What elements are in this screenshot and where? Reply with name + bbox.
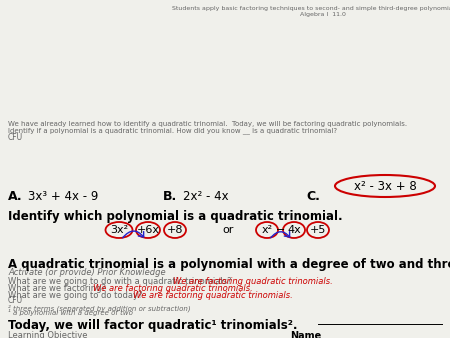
Text: What are we factoring?: What are we factoring?	[8, 284, 106, 293]
Text: What are we going to do today?: What are we going to do today?	[8, 290, 143, 299]
Text: Today, we will factor quadratic¹ trinomials².: Today, we will factor quadratic¹ trinomi…	[8, 319, 297, 332]
Text: 3x³ + 4x - 9: 3x³ + 4x - 9	[28, 190, 99, 203]
Text: x²: x²	[261, 225, 273, 235]
Text: Identify which polynomial is a quadratic trinomial.: Identify which polynomial is a quadratic…	[8, 210, 342, 223]
Text: 2x² - 4x: 2x² - 4x	[183, 190, 229, 203]
Text: We are factoring quadratic trinomials.: We are factoring quadratic trinomials.	[173, 277, 333, 287]
Text: +6x: +6x	[136, 225, 159, 235]
Text: −: −	[276, 225, 286, 235]
Text: 4x: 4x	[287, 225, 301, 235]
Text: or: or	[222, 225, 234, 235]
Text: We are factoring quadratic trinomials.: We are factoring quadratic trinomials.	[93, 284, 253, 293]
Text: C.: C.	[306, 190, 320, 203]
Text: +5: +5	[310, 225, 326, 235]
Text: Activate (or provide) Prior Knowledge: Activate (or provide) Prior Knowledge	[8, 268, 166, 277]
Text: 3x²: 3x²	[110, 225, 128, 235]
Text: CFU: CFU	[8, 296, 23, 305]
Text: CFU: CFU	[8, 133, 23, 142]
Text: x² - 3x + 8: x² - 3x + 8	[354, 179, 416, 193]
Text: +8: +8	[167, 225, 183, 235]
Text: What are we going to do with a quadratic trinomials?: What are we going to do with a quadratic…	[8, 277, 232, 287]
Text: We are factoring quadratic trinomials.: We are factoring quadratic trinomials.	[133, 290, 293, 299]
Text: Name: Name	[290, 331, 321, 338]
Text: A.: A.	[8, 190, 22, 203]
Text: Algebra I  11.0: Algebra I 11.0	[300, 12, 346, 17]
Text: ¹ a polynomial with a degree of two: ¹ a polynomial with a degree of two	[8, 309, 133, 316]
Text: We have already learned how to identify a quadratic trinomial.  Today, we will b: We have already learned how to identify …	[8, 121, 407, 127]
Text: A quadratic trinomial is a polynomial with a degree of two and three terms.: A quadratic trinomial is a polynomial wi…	[8, 258, 450, 271]
Text: ² three terms (separated by addition or subtraction): ² three terms (separated by addition or …	[8, 304, 191, 312]
Text: B.: B.	[163, 190, 177, 203]
Text: Students apply basic factoring techniques to second- and simple third-degree pol: Students apply basic factoring technique…	[172, 6, 450, 11]
Text: Identify if a polynomial is a quadratic trinomial. How did you know __ is a quad: Identify if a polynomial is a quadratic …	[8, 127, 337, 134]
Text: Learning Objective: Learning Objective	[8, 331, 87, 338]
